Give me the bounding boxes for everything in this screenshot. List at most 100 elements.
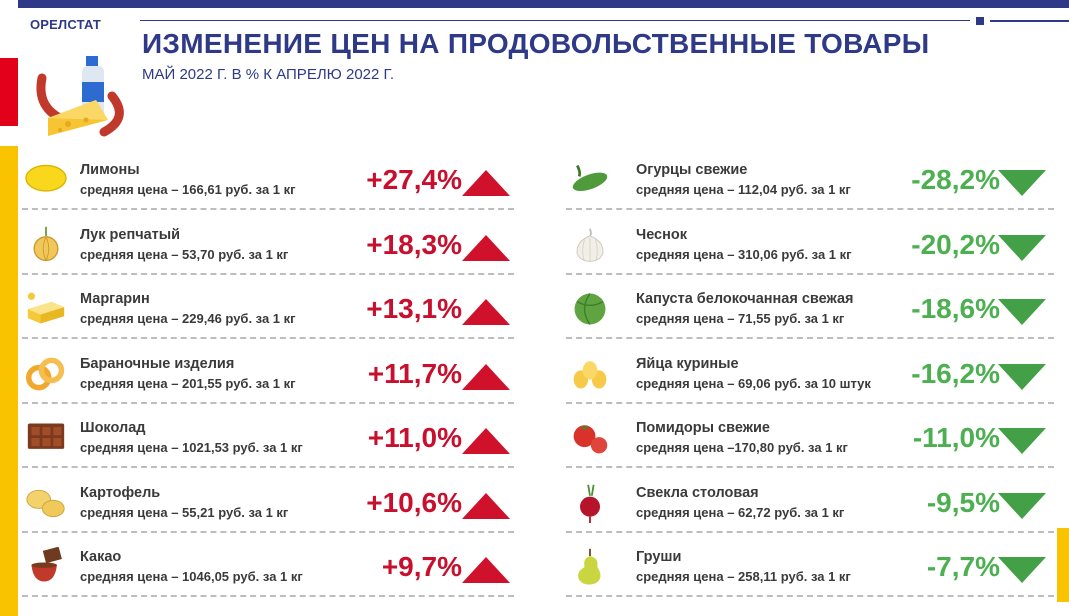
arrow-down-icon	[998, 557, 1046, 583]
price-decrease-row: Огурцы свежие средняя цена – 112,04 руб. …	[566, 152, 1054, 210]
average-price: средняя цена – 112,04 руб. за 1 кг	[636, 182, 851, 197]
tomato-icon	[573, 425, 608, 454]
arrow-up-icon	[462, 299, 510, 325]
arrow-up-icon	[462, 363, 510, 390]
arrow-down-icon	[998, 170, 1046, 196]
product-name: Лимоны	[80, 162, 140, 178]
cocoa-icon	[31, 547, 62, 582]
price-decrease-row: Груши средняя цена – 258,11 руб. за 1 кг -…	[566, 539, 1054, 597]
price-decrease-row: Помидоры свежие средняя цена –170,80 руб.…	[566, 410, 1054, 468]
product-name: Груши	[636, 549, 682, 565]
bagel-icon	[26, 357, 65, 390]
page-subtitle: МАЙ 2022 Г. В % К АПРЕЛЮ 2022 Г.	[142, 66, 394, 83]
garlic-icon	[576, 227, 604, 262]
price-increase-row: Шоколад средняя цена – 1021,53 руб. за 1 …	[22, 410, 514, 468]
price-change-percent: -7,7%	[926, 551, 1000, 582]
average-price: средняя цена – 229,46 руб. за 1 кг	[80, 311, 296, 326]
product-name: Чеснок	[636, 226, 687, 243]
arrow-down-icon	[998, 299, 1046, 325]
price-increase-row: Картофель средняя цена – 55,21 руб. за 1 …	[22, 475, 514, 533]
price-decrease-row: Чеснок средняя цена – 310,06 руб. за 1 кг…	[566, 217, 1054, 275]
average-price: средняя цена – 258,11 руб. за 1 кг	[636, 569, 851, 584]
groceries-illustration-icon	[36, 56, 124, 137]
cucumber-icon	[572, 164, 608, 192]
row-divider	[566, 595, 1054, 597]
brand-label: ОРЕЛСТАТ	[30, 17, 102, 32]
price-change-percent: +11,7%	[367, 357, 462, 389]
average-price: средняя цена – 201,55 руб. за 1 кг	[80, 375, 296, 391]
product-name: Помидоры свежие	[636, 420, 770, 436]
product-name: Яйца куриные	[636, 355, 739, 372]
row-divider	[22, 272, 514, 275]
arrow-up-icon	[462, 428, 510, 454]
product-name: Огурцы свежие	[636, 162, 748, 178]
page-title: ИЗМЕНЕНИЕ ЦЕН НА ПРОДОВОЛЬСТВЕННЫЕ ТОВАР…	[142, 28, 930, 59]
top-bar	[18, 0, 1069, 8]
row-divider	[22, 466, 514, 468]
average-price: средняя цена – 1021,53 руб. за 1 кг	[80, 440, 303, 455]
product-name: Бараночные изделия	[80, 355, 235, 372]
arrow-up-icon	[462, 170, 510, 196]
price-change-percent: +13,1%	[366, 293, 462, 324]
price-decrease-row: Свекла столовая средняя цена – 62,72 руб.…	[566, 475, 1054, 533]
title-divider	[140, 20, 970, 21]
product-name: Капуста белокочанная свежая	[636, 291, 854, 307]
row-divider	[22, 401, 514, 404]
arrow-down-icon	[998, 363, 1046, 390]
row-divider	[566, 208, 1054, 210]
row-divider	[22, 337, 514, 339]
chocolate-icon	[27, 423, 65, 449]
arrow-down-icon	[998, 234, 1046, 261]
product-name: Маргарин	[80, 291, 150, 307]
row-divider	[566, 466, 1054, 468]
price-change-percent: -9,5%	[926, 486, 1000, 518]
price-change-percent: +18,3%	[366, 228, 462, 260]
yellow-accent-tab-left	[0, 146, 18, 616]
average-price: средняя цена – 310,06 руб. за 1 кг	[636, 246, 852, 262]
price-change-percent: -18,6%	[911, 293, 1000, 324]
row-divider	[566, 272, 1054, 275]
arrow-up-icon	[462, 234, 510, 261]
eggs-icon	[573, 360, 607, 389]
row-divider	[22, 530, 514, 533]
price-decrease-row: Капуста белокочанная свежая средняя цена …	[566, 281, 1054, 339]
yellow-accent-tab-right	[1057, 528, 1069, 602]
average-price: средняя цена – 69,06 руб. за 10 штук	[636, 375, 871, 391]
pear-icon	[578, 548, 601, 585]
row-divider	[22, 595, 514, 597]
arrow-up-icon	[462, 557, 510, 583]
price-change-percent: +11,0%	[367, 422, 462, 453]
title-divider-marker	[976, 17, 984, 25]
arrow-down-icon	[998, 492, 1046, 519]
product-name: Свекла столовая	[636, 484, 759, 501]
price-increase-row: Какао средняя цена – 1046,05 руб. за 1 кг…	[22, 539, 514, 597]
row-divider	[566, 401, 1054, 404]
title-divider-end	[990, 20, 1069, 22]
product-name: Какао	[80, 549, 122, 565]
price-increase-row: Маргарин средняя цена – 229,46 руб. за 1 …	[22, 281, 514, 339]
row-divider	[22, 208, 514, 210]
product-name: Лук репчатый	[80, 226, 181, 243]
beet-icon	[580, 484, 600, 523]
price-change-percent: -16,2%	[911, 357, 1000, 389]
average-price: средняя цена –170,80 руб. за 1 кг	[636, 440, 848, 455]
price-change-percent: -11,0%	[912, 422, 1000, 453]
average-price: средняя цена – 62,72 руб. за 1 кг	[636, 504, 845, 520]
arrow-up-icon	[462, 492, 510, 519]
price-increase-row: Лимоны средняя цена – 166,61 руб. за 1 кг…	[22, 152, 514, 210]
price-increase-row: Бараночные изделия средняя цена – 201,55 …	[22, 346, 514, 404]
average-price: средняя цена – 1046,05 руб. за 1 кг	[80, 569, 303, 584]
row-divider	[566, 530, 1054, 533]
average-price: средняя цена – 53,70 руб. за 1 кг	[80, 246, 289, 262]
margarine-icon	[27, 292, 65, 324]
potato-icon	[26, 489, 65, 517]
price-change-percent: +27,4%	[366, 164, 462, 195]
price-change-percent: +9,7%	[381, 551, 462, 582]
product-name: Картофель	[80, 484, 161, 501]
average-price: средняя цена – 166,61 руб. за 1 кг	[80, 182, 296, 197]
cabbage-icon	[574, 293, 606, 325]
average-price: средняя цена – 71,55 руб. за 1 кг	[636, 311, 845, 326]
price-change-percent: -28,2%	[911, 164, 1000, 195]
price-increase-row: Лук репчатый средняя цена – 53,70 руб. за…	[22, 217, 514, 275]
red-accent-tab	[0, 58, 18, 126]
